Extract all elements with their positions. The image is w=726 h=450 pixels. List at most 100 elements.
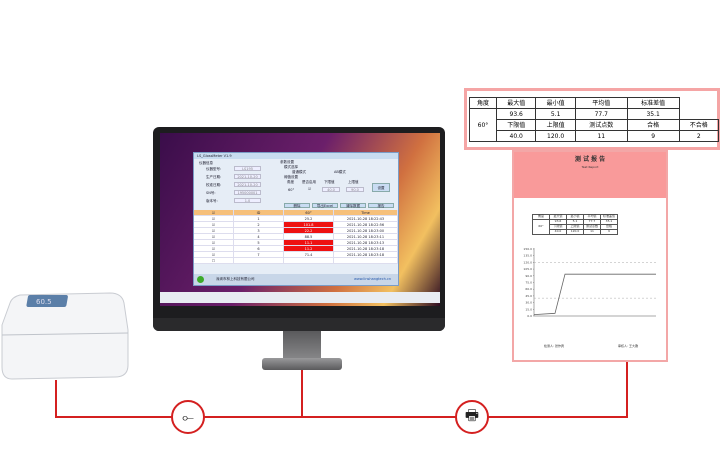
y-tick-label: 0.0 xyxy=(527,314,532,318)
report-subtitle: Test Report xyxy=(581,165,599,169)
clear-data-button[interactable]: 清除数据 xyxy=(340,203,366,208)
usb-cable-icon: ⟜ xyxy=(171,400,205,434)
row-checkbox[interactable]: ☑ xyxy=(194,246,234,251)
table-row[interactable]: ☑ 7 71.4 2021-10-28 18:23:18 xyxy=(194,252,398,258)
cell: 77.7 xyxy=(574,108,628,120)
header-time: Time xyxy=(334,210,398,215)
y-tick-label: 75.0 xyxy=(525,281,532,285)
taskbar[interactable] xyxy=(160,292,440,303)
row-value: 71.4 xyxy=(284,252,334,257)
cell: 35.1 xyxy=(626,108,680,120)
label: 是否启用 xyxy=(302,180,316,184)
cell: 标准差值 xyxy=(626,97,680,109)
lower-input[interactable]: 40.0 xyxy=(322,187,340,192)
monitor-chin xyxy=(153,318,445,331)
connection-line xyxy=(626,362,628,418)
cell: 2 xyxy=(678,130,720,142)
cell: 不合格 xyxy=(678,119,720,131)
enable-checkbox[interactable]: ☑ xyxy=(308,187,312,191)
row-checkbox[interactable]: ☐ xyxy=(194,258,234,263)
mode-basic-radio[interactable]: 普通模式 xyxy=(292,170,306,174)
mode-ab-radio[interactable]: AB模式 xyxy=(334,170,346,174)
row-time: 2021-10-28 18:23:18 xyxy=(334,252,398,257)
row-value: 11.2 xyxy=(284,246,334,251)
export-excel-button[interactable]: 导出Excel xyxy=(312,203,338,208)
cell: 5.1 xyxy=(535,108,576,120)
row-time: 2021-10-28 18:23:11 xyxy=(334,234,398,239)
table-row[interactable]: ☑ 3 22.2 2021-10-28 18:23:00 xyxy=(194,228,398,234)
table-row[interactable]: ☑ 1 25.2 2021-10-28 18:22:43 xyxy=(194,216,398,222)
device-display: 60.5 xyxy=(36,298,52,306)
y-tick-label: 150.0 xyxy=(523,247,532,251)
connection-line xyxy=(55,380,57,418)
table-header: ☑ ID 60° Time xyxy=(194,210,398,216)
row-checkbox[interactable]: ☑ xyxy=(194,222,234,227)
report-button[interactable]: 报告 xyxy=(368,203,394,208)
table-row-empty[interactable]: ☐ xyxy=(194,258,398,264)
row-checkbox[interactable]: ☑ xyxy=(194,240,234,245)
row-checkbox[interactable]: ☑ xyxy=(194,216,234,221)
y-tick-label: 45.0 xyxy=(525,294,532,298)
table-row[interactable]: ☑ 2 101.8 2021-10-28 18:22:56 xyxy=(194,222,398,228)
header-angle: 60° xyxy=(284,210,334,215)
version-field: 1.0 xyxy=(234,198,261,203)
report-title: 测 试 报 告 xyxy=(574,156,606,163)
cal-date-field: 2021-10-20 xyxy=(234,182,261,187)
table-row[interactable]: ☑ 4 88.5 2021-10-28 18:23:11 xyxy=(194,234,398,240)
row-value: 25.2 xyxy=(284,216,334,221)
row-time: 2021-10-28 18:22:56 xyxy=(334,222,398,227)
set-button[interactable]: 设置 xyxy=(372,183,390,192)
cell: 60° xyxy=(469,108,497,142)
row-value: 88.5 xyxy=(284,234,334,239)
y-tick-label: 90.0 xyxy=(525,274,532,278)
data-table: ☑ ID 60° Time ☑ 1 25.2 2021-10-28 18:22:… xyxy=(194,210,398,264)
footer-website[interactable]: www.linshangtech.cn xyxy=(354,277,392,281)
cell: 最小值 xyxy=(535,97,576,109)
cell: 9 xyxy=(626,130,680,142)
app-window: LS_GlossMeter V1.9 仪器信息 仪器型号: LS195 生产日期… xyxy=(193,152,399,286)
cell: 11 xyxy=(574,130,628,142)
row-checkbox[interactable]: ☑ xyxy=(194,252,234,257)
footer-company: 深圳市林上科技有限公司 xyxy=(216,277,255,281)
status-bar: 深圳市林上科技有限公司 www.linshangtech.cn xyxy=(194,274,398,285)
threshold-label: 阈值设置 xyxy=(284,175,298,179)
delete-button[interactable]: 删除 xyxy=(284,203,310,208)
row-id: 3 xyxy=(234,228,284,233)
row-value: 11.1 xyxy=(284,240,334,245)
table-row[interactable]: ☑ 5 11.1 2021-10-28 18:23:13 xyxy=(194,240,398,246)
y-tick-label: 30.0 xyxy=(525,301,532,305)
row-id: 5 xyxy=(234,240,284,245)
mode-label: 模式选择 xyxy=(284,165,298,169)
cell: 120.0 xyxy=(535,130,576,142)
label: 生产日期: xyxy=(206,175,222,179)
connection-line xyxy=(55,416,628,418)
row-id: 4 xyxy=(234,234,284,239)
table-row[interactable]: ☑ 6 11.2 2021-10-28 18:23:18 xyxy=(194,246,398,252)
cell: 角度 xyxy=(469,97,497,109)
label: SN号: xyxy=(206,191,216,195)
report-series-line xyxy=(533,273,656,316)
header-id: ID xyxy=(234,210,284,215)
printer-icon: 🖶 xyxy=(455,400,489,434)
row-value: 22.2 xyxy=(284,228,334,233)
cell: 上限值 xyxy=(535,119,576,131)
row-time: 2021-10-28 18:23:00 xyxy=(334,228,398,233)
header-check[interactable]: ☑ xyxy=(194,210,234,215)
zoomed-summary-table: 角度 最大值 最小值 平均值 标准差值 60° 93.6 5.1 77.7 35… xyxy=(464,88,720,150)
y-tick-label: 105.0 xyxy=(523,267,532,271)
row-value: 101.8 xyxy=(284,222,334,227)
row-checkbox[interactable]: ☑ xyxy=(194,234,234,239)
report-tester: 检测人: 张作宾 xyxy=(544,344,564,348)
monitor-base xyxy=(262,358,342,370)
y-tick-label: 120.0 xyxy=(523,260,532,264)
row-id: 1 xyxy=(234,216,284,221)
label: 版本号: xyxy=(206,199,218,203)
sn-field: 195000001 xyxy=(234,190,261,195)
report-reviewer: 审核人: 王大锤 xyxy=(618,344,638,348)
status-led-icon xyxy=(197,276,204,283)
row-checkbox[interactable]: ☑ xyxy=(194,228,234,233)
cell: 下限值 xyxy=(495,119,537,131)
upper-input[interactable]: 90.0 xyxy=(346,187,364,192)
label: 角度 xyxy=(287,180,294,184)
model-field: LS195 xyxy=(234,166,261,171)
